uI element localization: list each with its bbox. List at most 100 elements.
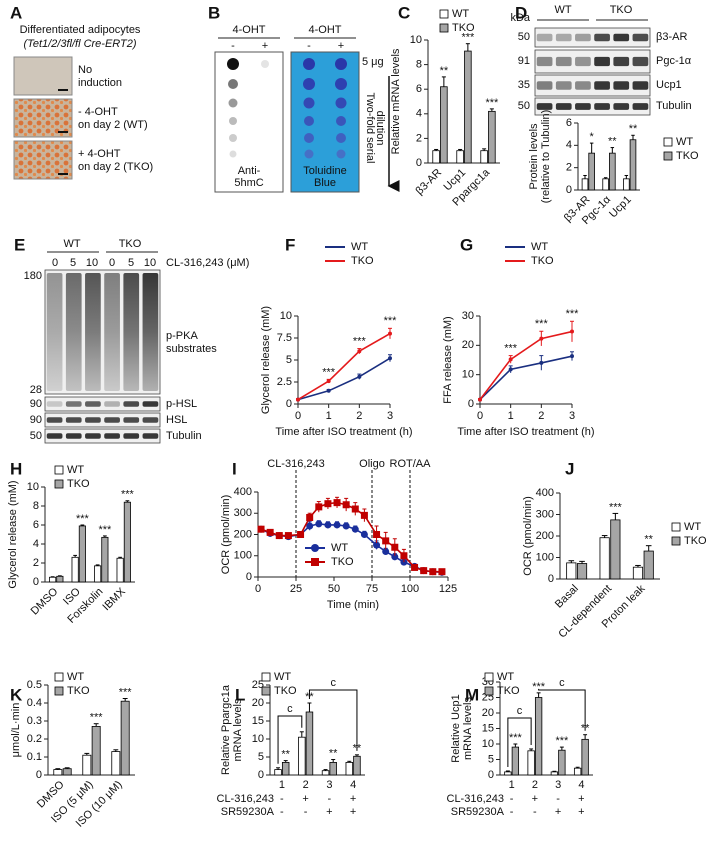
y-tick-label: 5 bbox=[488, 753, 494, 765]
blot-band bbox=[123, 417, 140, 423]
legend-swatch bbox=[484, 686, 494, 696]
bar bbox=[94, 565, 102, 583]
x-tick-label: 1 bbox=[279, 779, 285, 791]
blot-band bbox=[536, 33, 553, 42]
blot-band bbox=[104, 273, 120, 391]
marker bbox=[388, 356, 392, 361]
blot-band bbox=[46, 273, 63, 391]
panel-label: C bbox=[398, 3, 410, 22]
protein-label: Tubulin bbox=[166, 430, 202, 442]
legend-label: TKO bbox=[67, 478, 90, 490]
treatment-level: + bbox=[302, 793, 308, 805]
blot-band bbox=[555, 81, 572, 90]
significance: ** bbox=[329, 747, 338, 759]
y-axis-label: FFA release (mM) bbox=[442, 316, 454, 403]
blot-band bbox=[594, 33, 610, 42]
bar bbox=[573, 767, 582, 776]
y-tick-label: 2.5 bbox=[277, 376, 292, 388]
treatment-level: + bbox=[578, 806, 584, 818]
marker bbox=[324, 500, 332, 508]
blot-band bbox=[85, 433, 101, 439]
blot-band bbox=[575, 81, 591, 90]
legend-label: TKO bbox=[67, 685, 90, 697]
blot-band bbox=[555, 56, 572, 67]
panel-label: L bbox=[235, 685, 245, 704]
marker bbox=[324, 521, 332, 529]
treatment-level: + bbox=[532, 793, 538, 805]
blot-band bbox=[594, 81, 610, 90]
dose-label: 0 bbox=[109, 257, 115, 269]
image-label: + 4-OHT bbox=[78, 148, 121, 160]
y-tick-label: 10 bbox=[280, 310, 292, 322]
bar bbox=[588, 152, 595, 191]
lane-label: + bbox=[338, 40, 344, 52]
image-label: on day 2 (TKO) bbox=[78, 161, 153, 173]
mw-label: 35 bbox=[518, 79, 530, 91]
significance: ** bbox=[281, 749, 290, 761]
x-axis-label: Time after ISO treatment (h) bbox=[457, 426, 594, 438]
bar bbox=[62, 768, 72, 776]
marker bbox=[306, 522, 314, 530]
blot-band bbox=[536, 81, 553, 90]
significance: *** bbox=[509, 732, 523, 744]
treatment-level: + bbox=[350, 793, 356, 805]
blot-band bbox=[613, 103, 630, 110]
y-tick-label: 10 bbox=[482, 738, 494, 750]
significance: *** bbox=[98, 524, 112, 536]
x-tick-label: 125 bbox=[439, 583, 457, 595]
stain-label: Blue bbox=[314, 177, 336, 189]
y-tick-label: 5 bbox=[258, 751, 264, 763]
blot-band bbox=[575, 33, 591, 42]
mw-label: 50 bbox=[518, 31, 530, 43]
x-tick-label: 2 bbox=[532, 779, 538, 791]
bar bbox=[53, 769, 63, 776]
x-tick-label: 3 bbox=[569, 410, 575, 422]
legend-swatch bbox=[54, 672, 64, 682]
blot-strip bbox=[534, 97, 651, 116]
marker bbox=[342, 522, 350, 530]
bar bbox=[511, 746, 520, 776]
legend-label: WT bbox=[67, 671, 84, 683]
y-tick-label: 2 bbox=[416, 132, 422, 144]
significance: *** bbox=[353, 335, 367, 347]
image-label: induction bbox=[78, 77, 122, 89]
marker bbox=[391, 553, 399, 561]
marker bbox=[508, 367, 513, 372]
marker bbox=[333, 499, 341, 507]
legend-swatch bbox=[261, 672, 271, 682]
blot-band bbox=[555, 33, 572, 42]
legend-label: WT bbox=[452, 8, 469, 20]
dose-label: 10 bbox=[86, 257, 98, 269]
legend-swatch bbox=[54, 479, 64, 489]
x-tick-label: Basal bbox=[553, 583, 581, 611]
y-tick-label: 400 bbox=[234, 486, 252, 498]
significance: ** bbox=[629, 123, 638, 135]
marker bbox=[382, 548, 390, 555]
marker bbox=[351, 525, 359, 533]
legend-swatch bbox=[671, 522, 681, 532]
bar bbox=[566, 562, 577, 580]
marker bbox=[382, 537, 390, 545]
y-axis-label: μmol/L·min bbox=[10, 703, 22, 758]
bracket bbox=[277, 715, 303, 764]
significance: *** bbox=[609, 501, 623, 513]
treatment-name: CL-316,243 bbox=[217, 793, 275, 805]
significance: *** bbox=[555, 735, 569, 747]
dot-blot bbox=[290, 51, 360, 193]
blot-band bbox=[65, 433, 82, 439]
marker bbox=[400, 552, 408, 560]
blot-strip bbox=[44, 412, 161, 428]
treatment-name: CL-316,243 bbox=[447, 793, 505, 805]
y-tick-label: 2 bbox=[566, 162, 572, 174]
panel-label: G bbox=[460, 235, 473, 254]
marker bbox=[315, 520, 323, 528]
treatment-level: + bbox=[326, 806, 332, 818]
marker bbox=[420, 567, 428, 575]
bar bbox=[305, 711, 314, 776]
line bbox=[297, 332, 391, 401]
y-tick-label: 6 bbox=[33, 519, 39, 531]
treatment-name: SR59230A bbox=[221, 806, 275, 818]
legend-label: TKO bbox=[684, 535, 707, 547]
y-axis-label: Relative Ucp1 bbox=[450, 694, 462, 762]
marker bbox=[257, 525, 265, 533]
